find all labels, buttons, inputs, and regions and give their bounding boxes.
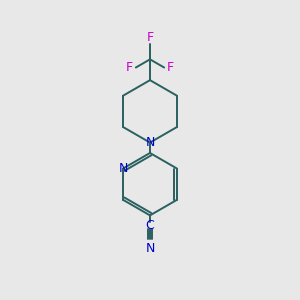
Text: F: F	[146, 32, 154, 44]
Text: N: N	[145, 242, 155, 255]
Text: N: N	[145, 136, 155, 149]
Text: F: F	[167, 61, 174, 74]
Text: C: C	[146, 219, 154, 232]
Text: F: F	[126, 61, 133, 74]
Text: N: N	[118, 162, 128, 175]
